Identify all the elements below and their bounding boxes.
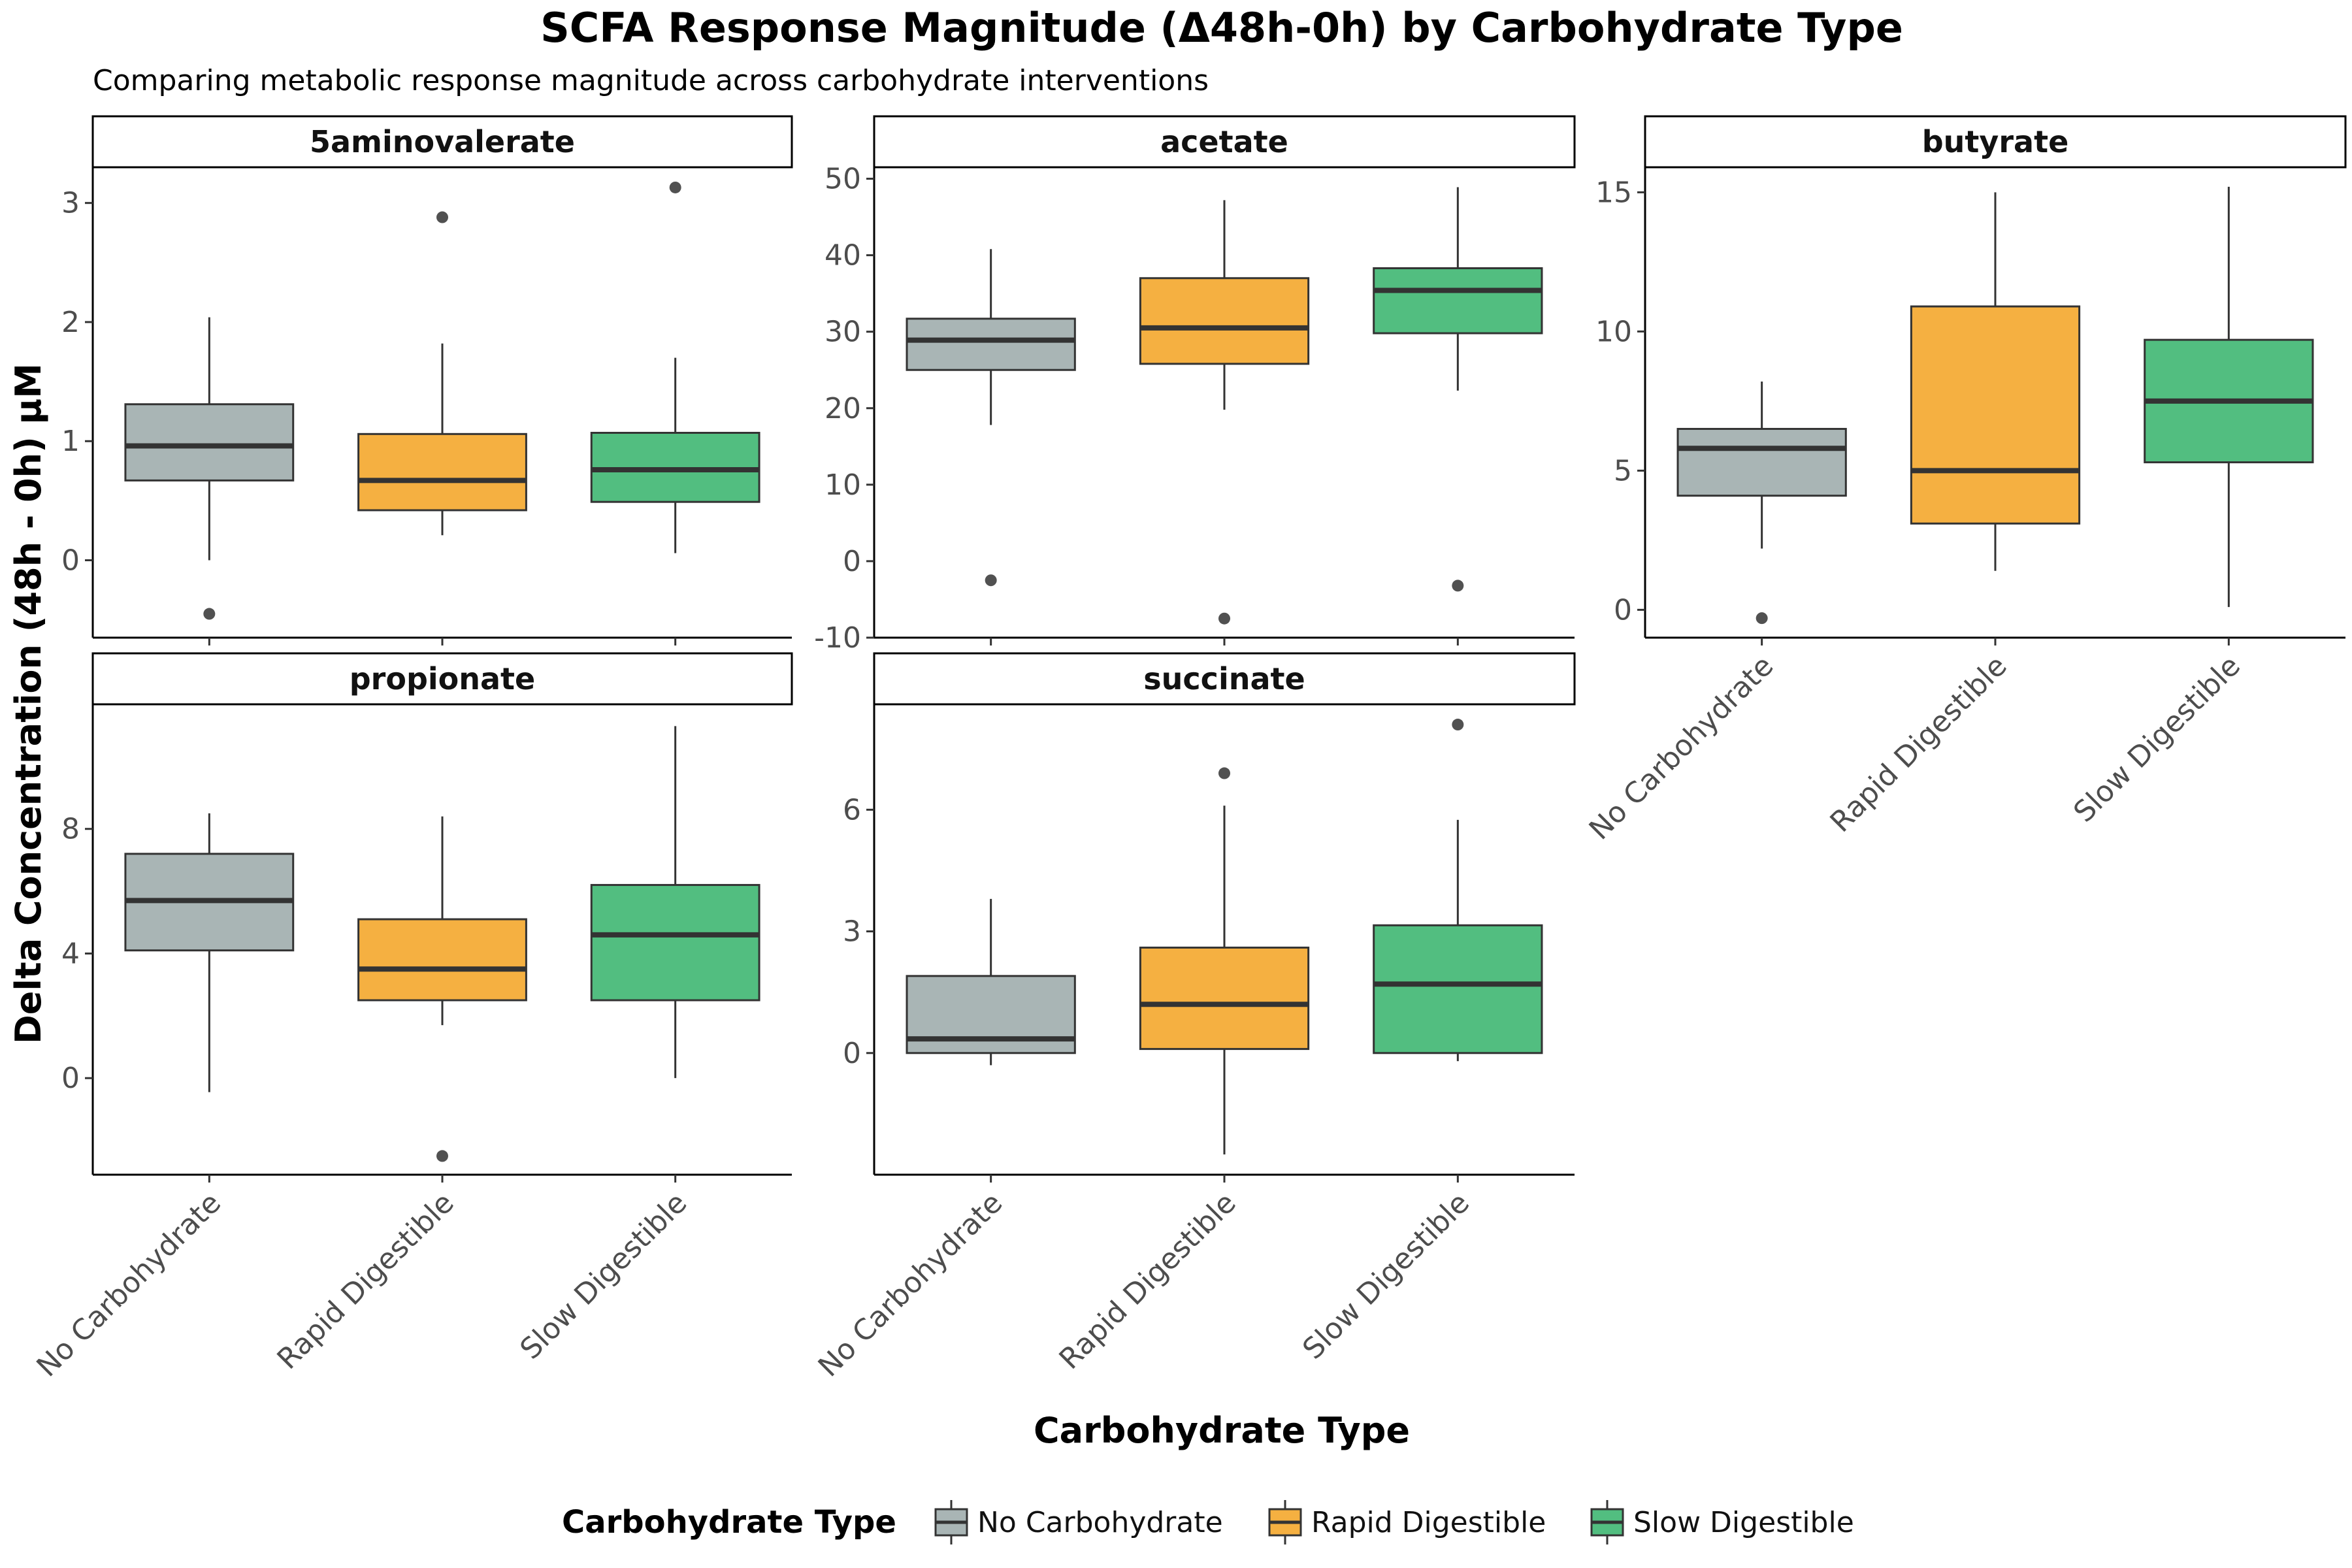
panel-butyrate: butyrate 0 5 10 15 No Carbohydrate Rapid Diges… <box>1583 115 2347 847</box>
box-iqr <box>357 433 527 512</box>
outlier-point <box>1756 612 1768 625</box>
legend-label: Rapid Digestible <box>1311 1506 1546 1539</box>
y-axis-label: Delta Concentration (48h - 0h) µM <box>8 363 49 1044</box>
y-tick-label: 10 <box>1595 315 1632 348</box>
x-axis-label: Carbohydrate Type <box>1034 1410 1410 1451</box>
box-iqr <box>1373 924 1543 1054</box>
x-tick-label: Rapid Digestible <box>271 1186 461 1376</box>
panel-5aminovalerate: 5aminovalerate 0 1 2 3 <box>61 115 793 645</box>
box-no-carbohydrate <box>906 249 1076 587</box>
y-tick-label: 2 <box>61 306 80 339</box>
y-tick-label: 0 <box>1614 593 1632 627</box>
y-tick-label: 30 <box>825 316 861 349</box>
strip-acetate <box>873 115 1576 169</box>
y-tick-label: 5 <box>1614 454 1632 487</box>
outlier-point <box>1452 719 1464 731</box>
legend: Carbohydrate Type No Carbohydrate Rapid Di… <box>562 1500 1854 1544</box>
outlier-point <box>1218 767 1230 779</box>
legend-item-rapid-digestible: Rapid Digestible <box>1268 1500 1546 1544</box>
box-iqr <box>1139 946 1310 1051</box>
x-tick-label: Slow Digestible <box>2067 649 2247 829</box>
box-slow-digestible <box>1373 719 1543 1062</box>
box-iqr <box>357 918 527 1002</box>
box-iqr <box>906 318 1076 371</box>
box-slow-digestible <box>590 726 760 1079</box>
strip-label: propionate <box>350 661 536 696</box>
legend-item-slow-digestible: Slow Digestible <box>1590 1500 1854 1544</box>
x-tick-label: No Carbohydrate <box>30 1186 227 1384</box>
y-tick-label: 3 <box>61 187 80 220</box>
x-tick-label: Rapid Digestible <box>1053 1186 1243 1376</box>
y-tick-label: 15 <box>1595 176 1632 209</box>
box-rapid-digestible <box>1139 200 1310 625</box>
box-rapid-digestible <box>1139 767 1310 1154</box>
legend-label: Slow Digestible <box>1633 1506 1854 1539</box>
box-no-carbohydrate <box>906 898 1076 1066</box>
box-slow-digestible <box>1373 187 1543 592</box>
panel-propionate: propionate 0 4 8 No Carbohydrate Rapid Digest… <box>30 652 793 1384</box>
outlier-point <box>436 211 448 223</box>
y-tick-label: 3 <box>843 915 861 949</box>
box-no-carbohydrate <box>124 317 295 620</box>
strip-5aminovalerate <box>91 115 793 169</box>
legend-item-no-carbohydrate: No Carbohydrate <box>934 1500 1223 1544</box>
box-iqr <box>1373 267 1543 335</box>
panel-succinate: succinate 0 3 6 No Carbohydrate Rapid Digesti… <box>812 652 1576 1384</box>
x-tick-label: No Carbohydrate <box>812 1186 1009 1384</box>
outlier-point <box>985 574 997 587</box>
box-iqr <box>1139 277 1310 365</box>
y-tick-label: 1 <box>61 425 80 458</box>
y-tick-label: 0 <box>61 1062 80 1095</box>
outlier-point <box>669 181 681 193</box>
x-tick-label: Slow Digestible <box>1296 1186 1476 1366</box>
outlier-point <box>203 608 216 620</box>
outlier-point <box>1218 612 1230 625</box>
box-no-carbohydrate <box>124 813 295 1092</box>
y-tick-label: 20 <box>825 392 861 425</box>
strip-propionate <box>91 652 793 706</box>
facet-panels: 5aminovalerate0123acetate-1001020304050b… <box>30 115 2347 1384</box>
box-slow-digestible <box>590 181 760 553</box>
y-tick-label: 8 <box>61 813 80 846</box>
y-tick-label: 10 <box>825 468 861 502</box>
strip-label: acetate <box>1160 124 1288 159</box>
y-tick-label: 50 <box>825 163 861 196</box>
strip-succinate <box>873 652 1576 706</box>
legend-title: Carbohydrate Type <box>562 1504 896 1541</box>
box-rapid-digestible <box>357 816 527 1162</box>
y-tick-label: 0 <box>843 1037 861 1070</box>
box-iqr <box>590 884 760 1002</box>
y-tick-label: 0 <box>843 545 861 578</box>
chart-title: SCFA Response Magnitude (Δ48h-0h) by Car… <box>540 4 1903 52</box>
strip-label: succinate <box>1143 661 1305 696</box>
y-tick-label: 4 <box>61 937 80 970</box>
box-slow-digestible <box>2144 186 2314 608</box>
outlier-point <box>1452 580 1464 592</box>
x-tick-label: Slow Digestible <box>514 1186 694 1366</box>
strip-label: 5aminovalerate <box>310 124 575 159</box>
box-iqr <box>1676 427 1847 497</box>
box-iqr <box>906 975 1076 1054</box>
y-tick-label: 0 <box>61 544 80 578</box>
box-no-carbohydrate <box>1676 382 1847 625</box>
chart-subtitle: Comparing metabolic response magnitude a… <box>93 64 1209 97</box>
box-rapid-digestible <box>1910 192 2081 571</box>
box-iqr <box>1910 305 2081 525</box>
x-tick-label: Rapid Digestible <box>1824 649 2014 839</box>
y-tick-label: 6 <box>843 793 861 826</box>
y-tick-label: -10 <box>814 621 861 655</box>
outlier-point <box>436 1150 448 1162</box>
panel-acetate: acetate -10 0 10 20 30 40 50 <box>814 115 1576 655</box>
strip-label: butyrate <box>1922 124 2069 159</box>
strip-butyrate <box>1644 115 2347 169</box>
x-tick-label: No Carbohydrate <box>1583 649 1780 847</box>
legend-label: No Carbohydrate <box>977 1506 1223 1539</box>
y-tick-label: 40 <box>825 239 861 272</box>
box-iqr <box>124 403 295 482</box>
box-rapid-digestible <box>357 211 527 536</box>
